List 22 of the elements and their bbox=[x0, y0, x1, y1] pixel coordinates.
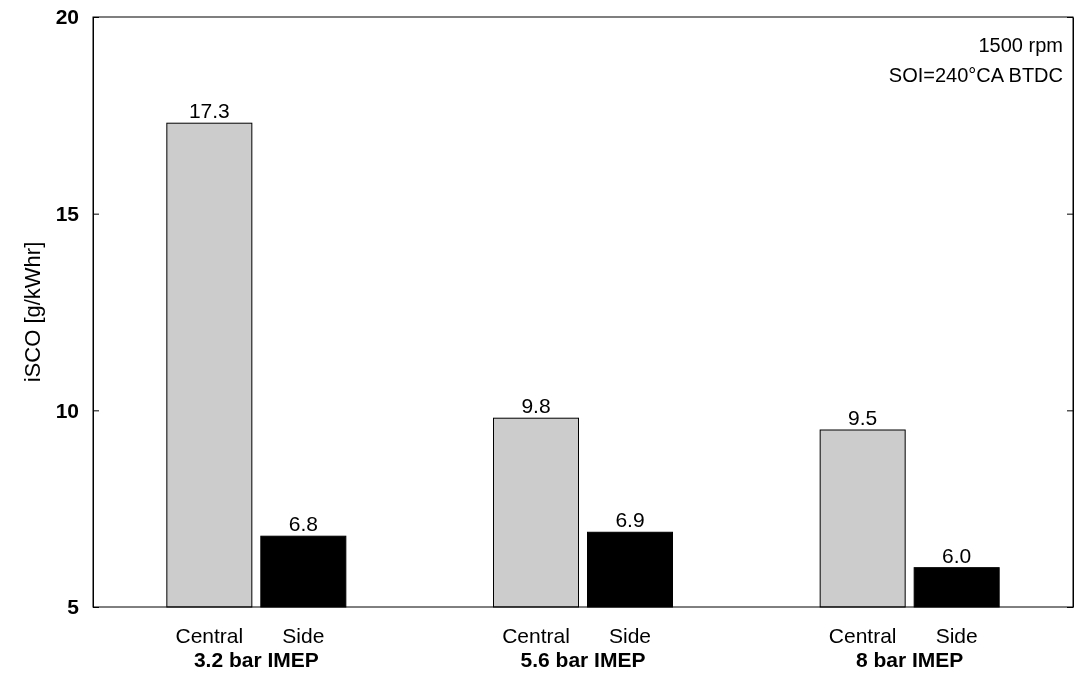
data-label: 17.3 bbox=[188, 99, 230, 123]
text: Side bbox=[608, 624, 652, 647]
x-tick-label: 5.6 bar IMEP bbox=[520, 648, 646, 671]
data-label: 6.8 bbox=[288, 512, 318, 536]
y-tick-label: 20 bbox=[55, 5, 79, 29]
annotation: SOI=240°CA BTDC bbox=[888, 64, 1063, 86]
data-label: 9.8 bbox=[521, 394, 551, 418]
data-label: 6.9 bbox=[615, 508, 645, 532]
text: Central bbox=[828, 624, 897, 647]
annotation: 1500 rpm bbox=[978, 34, 1063, 56]
x-tick-label: 3.2 bar IMEP bbox=[193, 648, 319, 671]
y-axis-title: iSCO [g/kWhr] bbox=[20, 241, 45, 383]
data-label: 9.5 bbox=[848, 406, 878, 429]
text: Side bbox=[935, 624, 978, 647]
text: Central bbox=[502, 624, 570, 647]
y-tick-label: 10 bbox=[55, 398, 79, 422]
y-tick-label: 15 bbox=[55, 201, 80, 225]
series-label: Side bbox=[282, 624, 325, 647]
data-label: 6.0 bbox=[942, 543, 972, 567]
series-label: Central bbox=[175, 624, 244, 647]
x-tick-label: 8 bar IMEP bbox=[855, 648, 964, 671]
y-tick-label: 5 bbox=[67, 595, 80, 619]
